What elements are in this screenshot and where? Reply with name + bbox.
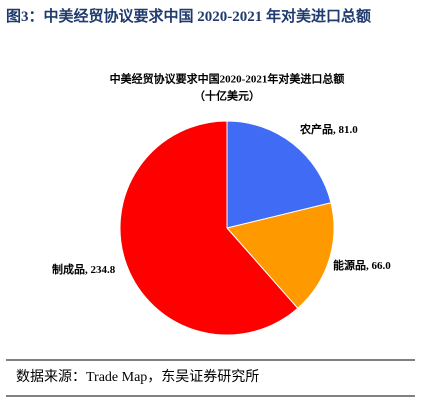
value-label: 66.0: [372, 260, 392, 272]
label-separator: ,: [85, 264, 91, 276]
value-label: 234.8: [91, 264, 116, 276]
label-separator: ,: [366, 260, 372, 272]
chart-subtitle: （十亿美元）: [194, 89, 260, 103]
slice-label: 制成品, 234.8: [52, 262, 116, 276]
pie-slice: [226, 120, 332, 229]
chart-title: 中美经贸协议要求中国2020-2021年对美进口总额: [110, 72, 345, 86]
category-label: 能源品: [333, 258, 366, 272]
label-separator: ,: [333, 124, 339, 136]
source: 数据来源：Trade Map，东吴证券研究所: [16, 370, 260, 385]
category-label: 农产品: [299, 122, 333, 136]
value-label: 81.0: [339, 124, 359, 136]
header-title: 图3：中美经贸协议要求中国 2020-2021 年对美进口总额: [6, 9, 371, 25]
pie-slice: [119, 120, 299, 336]
slice-label: 农产品, 81.0: [299, 122, 358, 136]
pie-slice: [226, 202, 335, 309]
category-label: 制成品: [52, 262, 85, 276]
slice-label: 能源品, 66.0: [333, 258, 391, 272]
